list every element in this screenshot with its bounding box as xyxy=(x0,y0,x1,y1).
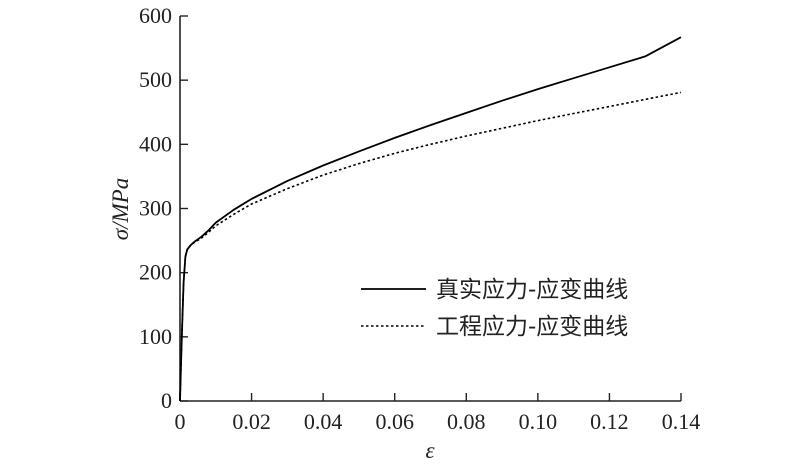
x-tick-label: 0.10 xyxy=(519,409,558,434)
y-tick-label: 600 xyxy=(139,3,172,28)
x-ticks: 0 0.02 0.04 0.06 0.08 0.10 0.12 0.14 xyxy=(175,393,701,434)
x-tick-label: 0 xyxy=(175,409,186,434)
y-tick-label: 0 xyxy=(161,388,172,413)
legend: 真实应力-应变曲线 工程应力-应变曲线 xyxy=(361,277,628,340)
series-true-stress-strain-line xyxy=(179,36,682,402)
x-tick-label: 0.02 xyxy=(232,409,271,434)
series-engineering-stress-strain-line xyxy=(179,91,682,402)
x-tick-label: 0.14 xyxy=(662,409,701,434)
y-tick-label: 200 xyxy=(139,260,172,285)
x-tick-label: 0.08 xyxy=(447,409,486,434)
x-tick-label: 0.04 xyxy=(304,409,343,434)
y-ticks: 0 100 200 300 400 500 600 xyxy=(139,3,188,413)
y-axis-title: σ/MPa xyxy=(108,178,133,240)
y-tick-label: 300 xyxy=(139,196,172,221)
legend-label-engineering: 工程应力-应变曲线 xyxy=(436,314,628,340)
y-tick-label: 400 xyxy=(139,131,172,156)
series-layer xyxy=(179,36,682,402)
x-axis-title: ε xyxy=(425,438,435,463)
axes xyxy=(179,16,681,402)
legend-label-true: 真实应力-应变曲线 xyxy=(436,277,628,303)
y-tick-label: 500 xyxy=(139,67,172,92)
x-tick-label: 0.06 xyxy=(375,409,414,434)
y-tick-label: 100 xyxy=(139,324,172,349)
x-tick-label: 0.12 xyxy=(590,409,629,434)
